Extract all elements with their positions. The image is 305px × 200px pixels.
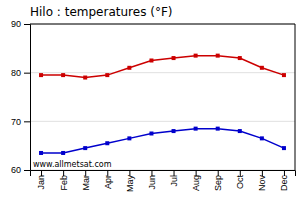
y-axis: 60 70 80 90 [11,19,31,175]
title: Hilo : temperatures (°F) [30,5,172,19]
series-group [39,54,286,155]
series-marker [238,56,242,60]
series-marker [282,73,286,77]
series-marker [238,129,242,133]
series-line [41,56,284,78]
x-tick: May [125,170,135,192]
y-tick-mark [24,73,30,74]
x-tick: Oct [235,170,245,189]
y-tick-label: 80 [11,68,21,78]
series-marker [61,73,65,77]
series-marker [61,151,65,155]
series-marker [216,127,220,131]
x-tick: Jan [36,170,46,190]
x-tick: Dec [279,170,289,191]
grid-line [30,121,295,122]
x-tick: Mar [81,170,91,191]
plot-frame [30,24,295,170]
series-marker [39,73,43,77]
x-tick: Sep [213,170,223,191]
y-tick: 70 [11,117,30,127]
y-tick: 80 [11,68,30,78]
y-tick-label: 90 [11,19,21,29]
y-tick-mark [24,170,30,171]
series-marker [83,76,87,80]
series-marker [172,56,176,60]
series-marker [149,132,153,136]
series-marker [127,136,131,140]
series-marker [282,146,286,150]
y-tick-label: 70 [11,117,21,127]
x-tick-label: May [125,175,135,193]
annotation: www.allmetsat.com [33,160,112,169]
series-marker [216,54,220,58]
series-marker [127,66,131,70]
series-marker [260,66,264,70]
x-tick-label: Dec [279,175,289,192]
x-tick: Feb [59,170,69,191]
series-line [41,129,284,153]
x-tick-label: Jun [147,175,157,190]
x-tick: Aug [191,170,201,191]
series-marker [260,136,264,140]
x-tick-label: Aug [191,175,201,191]
x-tick-label: Oct [235,175,245,190]
x-axis-line [31,171,296,177]
y-tick-mark [24,121,30,122]
x-tick: Jul [169,170,179,187]
x-tick: Nov [257,170,267,191]
x-tick-label: Sep [213,175,223,191]
x-tick: Jun [147,170,157,190]
x-tick-label: Jul [169,175,179,187]
grid-line [30,72,295,73]
x-tick-label: Feb [59,175,69,191]
x-tick-label: Nov [257,175,267,192]
series-marker [172,129,176,133]
x-axis: Jan Feb Mar Apr May Jun Jul Aug Sep Oct Nov Dec [31,170,296,192]
plot-area: 60 70 80 90 Jan Feb Mar Apr May Jun Jul Aug Sep Oct No… [11,19,296,192]
series-marker [194,54,198,58]
series-marker [105,141,109,145]
x-tick-label: Apr [103,175,113,189]
y-tick: 90 [11,19,30,29]
series-marker [105,73,109,77]
chart: 60 70 80 90 Jan Feb Mar Apr May Jun Jul Aug Sep Oct No… [0,0,305,200]
y-axis-line [24,25,31,171]
series-marker [194,127,198,131]
series-marker [149,59,153,63]
series-marker [83,146,87,150]
x-tick-label: Jan [36,175,46,190]
x-tick: Apr [103,170,113,189]
series-marker [39,151,43,155]
y-tick: 60 [11,165,30,175]
x-tick-label: Mar [81,175,91,191]
grid [30,24,295,170]
y-tick-mark [24,24,30,25]
y-tick-label: 60 [11,165,21,175]
